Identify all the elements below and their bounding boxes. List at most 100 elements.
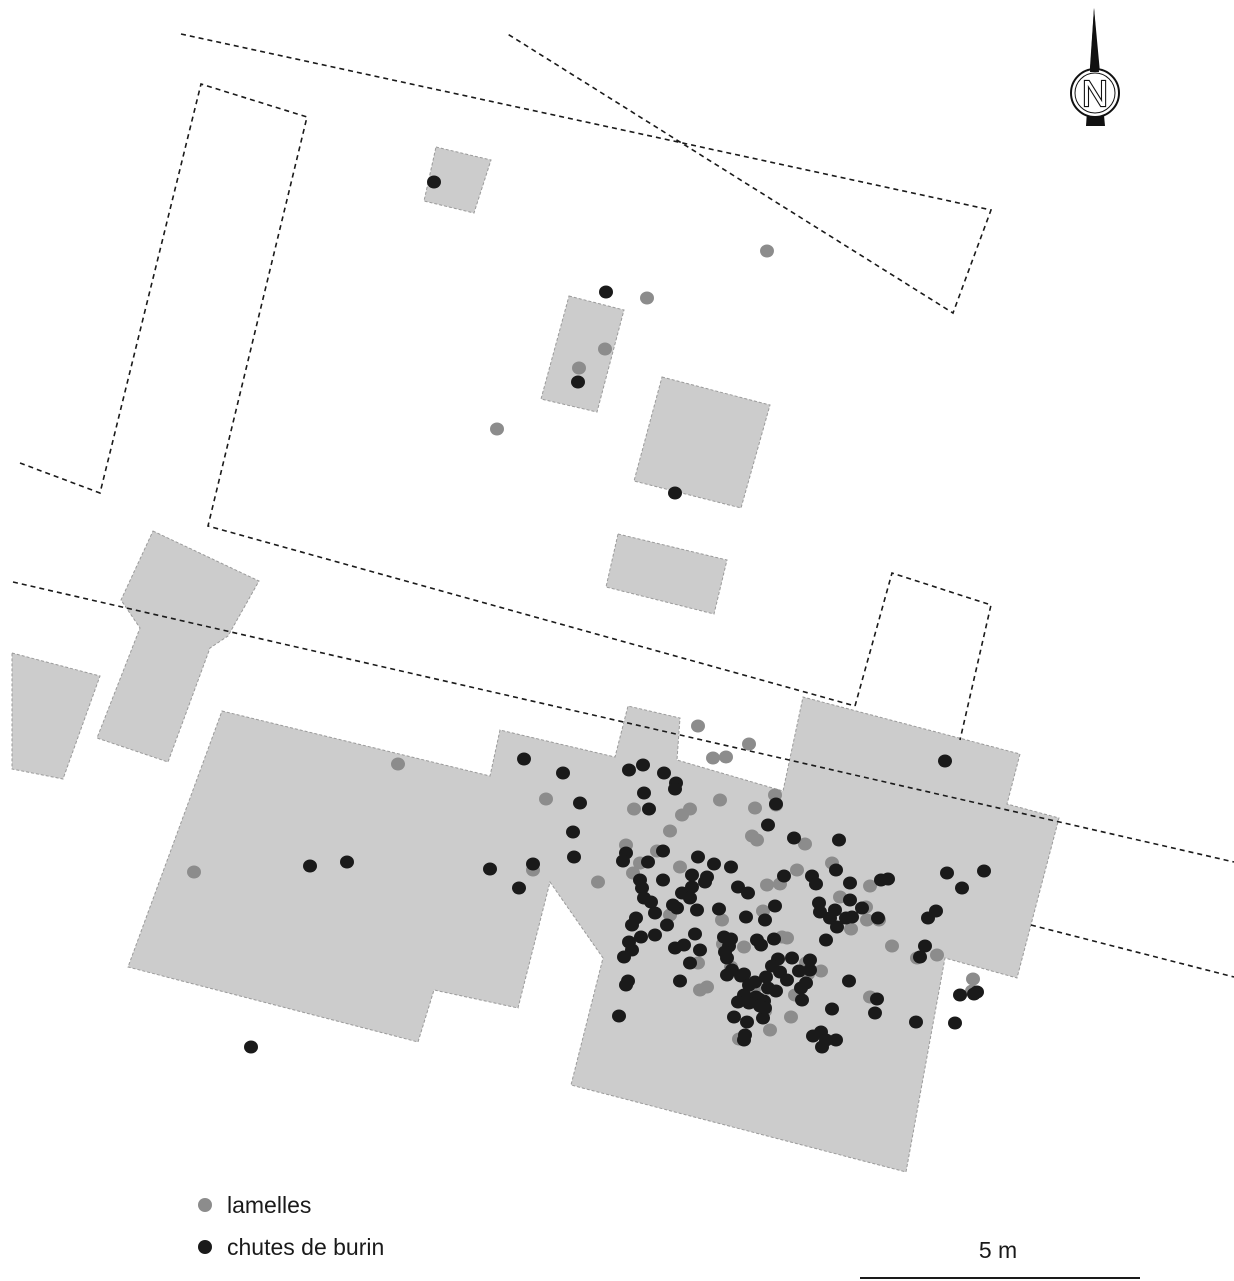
chute-de-burin-point (738, 1028, 752, 1042)
lamelle-point (750, 833, 764, 847)
chute-de-burin-point (756, 1011, 770, 1025)
chute-de-burin-point (617, 950, 631, 964)
chute-de-burin-point (740, 1015, 754, 1029)
legend-chutes-label: chutes de burin (227, 1234, 384, 1260)
chute-de-burin-point (829, 1033, 843, 1047)
chute-de-burin-point (526, 857, 540, 871)
lamelle-point (737, 940, 751, 954)
chute-de-burin-point (739, 910, 753, 924)
trench-outlines (12, 32, 1234, 978)
chute-de-burin-point (656, 873, 670, 887)
chute-de-burin-point (953, 988, 967, 1002)
chute-de-burin-point (909, 1015, 923, 1029)
chute-de-burin-point (571, 375, 585, 389)
lamelle-point (760, 878, 774, 892)
chute-de-burin-point (777, 869, 791, 883)
chute-de-burin-point (244, 1040, 258, 1054)
chute-de-burin-point (648, 928, 662, 942)
chute-de-burin-point (955, 881, 969, 895)
chute-de-burin-point (819, 933, 833, 947)
chute-de-burin-point (622, 763, 636, 777)
chute-de-burin-point (517, 752, 531, 766)
chute-de-burin-point (668, 782, 682, 796)
lamelle-point (863, 879, 877, 893)
chute-de-burin-point (761, 818, 775, 832)
lamelle-point (885, 939, 899, 953)
chute-de-burin-point (707, 857, 721, 871)
lamelle-point (763, 1023, 777, 1037)
chute-de-burin-point (303, 859, 317, 873)
chute-de-burin-point (830, 920, 844, 934)
chute-de-burin-point (754, 938, 768, 952)
chute-de-burin-point (685, 868, 699, 882)
lamelle-point (966, 972, 980, 986)
chute-de-burin-point (731, 880, 745, 894)
lamelle-point (860, 913, 874, 927)
chute-de-burin-point (612, 1009, 626, 1023)
north-arrow-shaft-upper (1090, 8, 1099, 72)
north-arrow-inner-ring (1074, 72, 1116, 114)
chute-de-burin-point (829, 863, 843, 877)
lamelle-point (187, 865, 201, 879)
zone (633, 376, 771, 509)
lamelle-point (742, 737, 756, 751)
chute-de-burin-point (724, 860, 738, 874)
chute-de-burin-point (660, 918, 674, 932)
chute-de-burin-point (656, 844, 670, 858)
lamelle-point (719, 750, 733, 764)
chute-de-burin-point (881, 872, 895, 886)
chute-de-burin-point (759, 970, 773, 984)
chute-de-burin-point (657, 766, 671, 780)
chute-de-burin-point (828, 903, 842, 917)
chute-de-burin-point (693, 943, 707, 957)
lamelle-point (640, 291, 654, 305)
chute-de-burin-point (427, 175, 441, 189)
trench-outline (12, 581, 1234, 863)
lamelle-point (790, 863, 804, 877)
lamelle-point (715, 913, 729, 927)
chute-de-burin-point (599, 285, 613, 299)
chute-de-burin-point (948, 1016, 962, 1030)
chute-de-burin-point (636, 758, 650, 772)
lamelle-point (490, 422, 504, 436)
legend: lamelles chutes de burin (198, 1192, 384, 1260)
chute-de-burin-point (855, 901, 869, 915)
chute-de-burin-point (970, 985, 984, 999)
chute-de-burin-point (737, 967, 751, 981)
chute-de-burin-point (718, 945, 732, 959)
chute-de-burin-point (780, 973, 794, 987)
lamelle-point (693, 983, 707, 997)
chute-de-burin-point (685, 880, 699, 894)
lamelle-point (598, 342, 612, 356)
chute-de-burin-point (768, 899, 782, 913)
chute-de-burin-point (977, 864, 991, 878)
chute-de-burin-point (845, 910, 859, 924)
chute-de-burin-point (644, 895, 658, 909)
lamelle-point (798, 837, 812, 851)
chute-de-burin-point (842, 974, 856, 988)
chute-de-burin-point (634, 930, 648, 944)
chute-de-burin-point (724, 932, 738, 946)
chute-de-burin-point (566, 825, 580, 839)
chute-de-burin-point (832, 833, 846, 847)
lamelle-point (663, 824, 677, 838)
chute-de-burin-point (813, 905, 827, 919)
finds-layer (187, 175, 991, 1054)
chute-de-burin-point (683, 956, 697, 970)
lamelle-point (391, 757, 405, 771)
chute-de-burin-point (690, 903, 704, 917)
chute-de-burin-point (918, 939, 932, 953)
chute-de-burin-point (748, 975, 762, 989)
chute-de-burin-point (573, 796, 587, 810)
chute-de-burin-point (758, 1001, 772, 1015)
chute-de-burin-point (731, 995, 745, 1009)
lamelle-point (784, 1010, 798, 1024)
excavated-zones (11, 146, 1060, 1173)
lamelle-point (760, 244, 774, 258)
lamelle-point (844, 922, 858, 936)
chute-de-burin-point (700, 870, 714, 884)
zone (11, 652, 101, 780)
lamelle-point (591, 875, 605, 889)
chute-de-burin-point (512, 881, 526, 895)
